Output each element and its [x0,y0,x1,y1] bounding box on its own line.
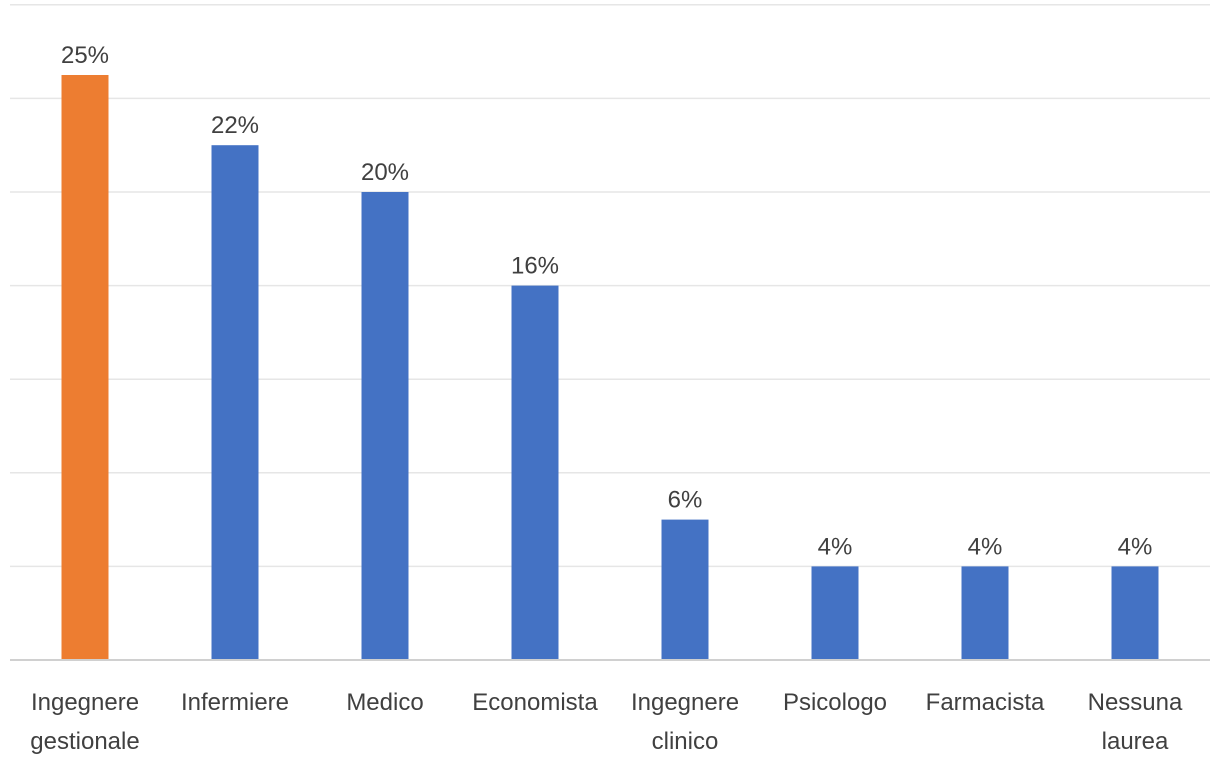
bar [211,145,259,660]
x-tick-label-line: Farmacista [926,689,1045,716]
bar [811,566,859,660]
data-label: 4% [818,533,853,560]
x-tick-label: Psicologo [783,689,887,716]
bar [361,192,409,660]
x-tick-label: Infermiere [181,689,289,716]
bars [61,75,1159,660]
x-tick-label-line: Medico [346,689,423,716]
data-label: 4% [1118,533,1153,560]
bar [511,285,559,660]
x-tick-label: Medico [346,689,423,716]
data-label: 25% [61,42,109,69]
x-tick-label-line: laurea [1102,728,1169,755]
bar [961,566,1009,660]
data-label: 4% [968,533,1003,560]
x-tick-label-line: Economista [472,689,598,716]
x-tick-label-line: Psicologo [783,689,887,716]
data-labels: 25% 22% 20% 16% 6% 4% 4% 4% [61,42,1152,560]
gridlines [10,4,1210,568]
x-tick-label-line: Ingegnere [631,689,739,716]
x-tick-label-line: Ingegnere [31,689,139,716]
data-label: 6% [668,487,703,514]
x-tick-label-line: Nessuna [1088,689,1183,716]
data-label: 22% [211,112,259,139]
bar [661,519,709,660]
x-tick-label: Ingegnere clinico [631,689,739,755]
x-tick-label: Nessuna laurea [1088,689,1183,755]
data-label: 16% [511,253,559,280]
x-tick-label: Farmacista [926,689,1045,716]
x-axis-labels: Ingegnere gestionale Infermiere Medico Econo… [30,689,1183,755]
bar [1111,566,1159,660]
x-tick-label: Ingegnere gestionale [30,689,139,755]
x-tick-label-line: gestionale [30,728,139,755]
x-tick-label: Economista [472,689,598,716]
bar [61,75,109,660]
x-tick-label-line: clinico [652,728,719,755]
x-tick-label-line: Infermiere [181,689,289,716]
data-label: 20% [361,159,409,186]
